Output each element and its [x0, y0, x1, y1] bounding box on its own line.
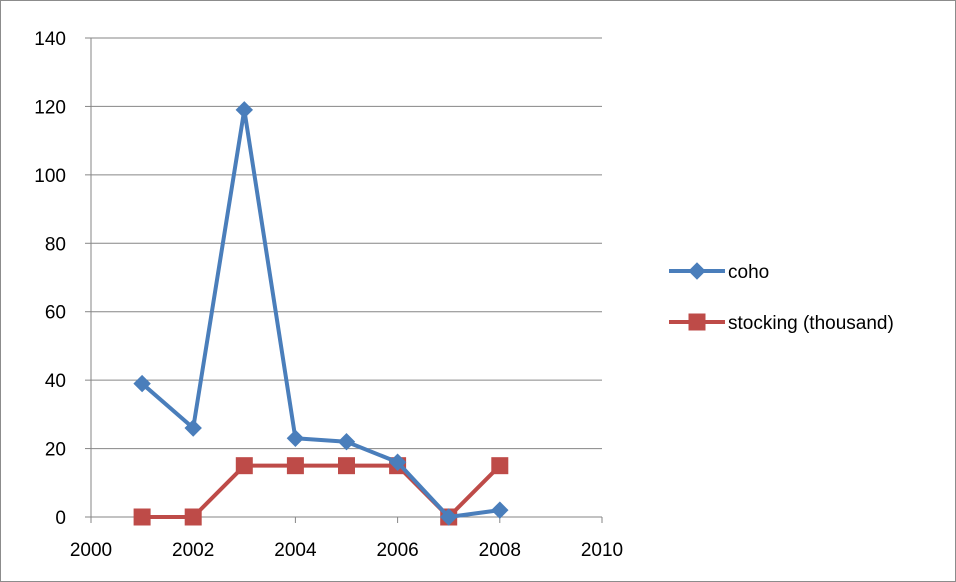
legend-item-coho: coho: [669, 262, 769, 283]
data-point-stocking-thousand: [184, 508, 202, 526]
x-tick-label: 2002: [172, 540, 214, 561]
axes: 0 20 40 60 80 100 120 140 2000 2002 2004 2006 2008 20…: [34, 29, 623, 561]
data-point-coho: [337, 433, 356, 451]
legend: coho stocking (thousand): [669, 262, 894, 334]
y-tick-label: 100: [34, 166, 66, 187]
y-tick-label: 20: [45, 440, 66, 461]
x-tick-label: 2000: [70, 540, 112, 561]
y-tick-label: 40: [45, 371, 66, 392]
x-tick-label: 2006: [376, 540, 418, 561]
data-point-stocking-thousand: [133, 508, 151, 526]
data-point-stocking-thousand: [286, 457, 304, 475]
y-tick-label: 80: [45, 234, 66, 255]
gridlines: [91, 37, 602, 450]
data-point-coho: [439, 508, 458, 526]
x-tick-label: 2004: [274, 540, 317, 561]
data-point-coho: [184, 419, 202, 437]
y-tick-label: 60: [45, 303, 66, 324]
y-tick-label: 140: [34, 29, 66, 50]
series-group: [133, 101, 509, 526]
y-tick-label: 120: [34, 97, 66, 118]
series-line-coho: [140, 107, 502, 519]
legend-label: stocking (thousand): [728, 313, 894, 334]
data-point-stocking-thousand: [338, 457, 355, 475]
legend-swatch-marker: [688, 313, 706, 331]
x-tick-label: 2010: [581, 540, 623, 561]
x-tick-label: 2008: [479, 540, 521, 561]
data-point-coho: [235, 101, 254, 119]
data-point-coho: [388, 453, 407, 471]
legend-label: coho: [728, 262, 769, 283]
data-point-coho: [286, 429, 305, 448]
series-coho: [133, 101, 509, 526]
data-point-stocking-thousand: [491, 457, 509, 475]
legend-swatch-marker: [688, 262, 706, 280]
data-point-coho: [133, 374, 151, 393]
data-point-stocking-thousand: [235, 457, 253, 475]
y-tick-label: 0: [55, 508, 66, 529]
legend-item-stocking-thousand: stocking (thousand): [669, 313, 894, 334]
data-point-coho: [491, 501, 509, 519]
